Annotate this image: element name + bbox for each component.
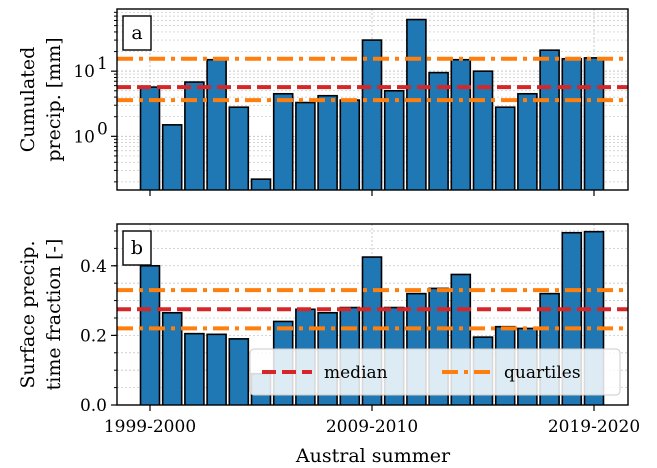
- bar-2003-2004: [228, 338, 250, 405]
- legend: median quartiles: [249, 348, 621, 396]
- y-tick-label: 10: [73, 127, 95, 147]
- panel-b: 0.0 0.2 0.4 b Surface precip. time fraction […: [17, 223, 629, 416]
- y-axis-label: Surface precip.: [17, 240, 39, 388]
- bar-2006-2007: [295, 101, 316, 190]
- y-axis-label: Cumulated: [17, 47, 39, 152]
- y-tick-exponent: 0: [97, 119, 108, 139]
- legend-quartiles-label: quartiles: [504, 363, 581, 383]
- x-tick-label: 2009-2010: [326, 417, 418, 437]
- panel-letter: b: [131, 237, 143, 259]
- bar-1999-2000: [139, 264, 161, 405]
- legend-box: [249, 348, 621, 396]
- legend-median-label: median: [324, 363, 388, 383]
- bar-2019-2020: [583, 57, 605, 190]
- bar-2005-2006: [272, 92, 294, 190]
- panel-letter-box: [122, 230, 152, 266]
- bar-1999-2000: [139, 86, 161, 190]
- bar-2002-2003: [206, 58, 227, 190]
- reference-lines: [117, 56, 628, 103]
- bar-2014-2015: [472, 70, 494, 190]
- y-tick-label: 0.2: [80, 326, 107, 346]
- panel-letter-box: [122, 15, 152, 51]
- reference-lines: [117, 288, 628, 331]
- bar-2016-2017: [517, 92, 538, 190]
- bars: [139, 18, 605, 190]
- y-axis-label: precip. [mm]: [43, 37, 65, 161]
- bar-2000-2001: [161, 311, 183, 405]
- x-tick-label: 2019-2020: [548, 417, 640, 437]
- bar-2018-2019: [561, 57, 583, 190]
- panel-letter: a: [131, 22, 142, 44]
- x-tick-label: 1999-2000: [104, 417, 196, 437]
- x-axis-label: Austral summer: [295, 445, 451, 467]
- bar-2008-2009: [339, 99, 361, 190]
- y-tick-label: 0.4: [80, 257, 107, 277]
- y-tick-label: 10: [73, 62, 95, 82]
- bar-2007-2008: [317, 94, 338, 190]
- bar-2013-2014: [450, 58, 472, 190]
- bar-2009-2010: [361, 39, 383, 190]
- bar-2012-2013: [428, 71, 449, 190]
- bar-2002-2003: [206, 333, 227, 405]
- y-tick-label: 0.0: [80, 396, 107, 416]
- bar-2004-2005: [250, 178, 272, 190]
- bar-2000-2001: [161, 124, 183, 190]
- bar-2001-2002: [184, 332, 205, 405]
- bar-2015-2016: [494, 106, 516, 190]
- bar-2011-2012: [406, 18, 427, 190]
- bar-2001-2002: [184, 81, 205, 190]
- bar-2017-2018: [539, 49, 560, 190]
- bar-2010-2011: [383, 89, 405, 190]
- bar-2003-2004: [228, 106, 250, 190]
- y-axis: 0.0 0.2 0.4: [80, 230, 117, 416]
- y-tick-exponent: 1: [97, 54, 108, 74]
- x-axis: 1999-2000 2009-2010 2019-2020: [104, 417, 640, 437]
- y-axis-label: time fraction [-]: [43, 239, 65, 391]
